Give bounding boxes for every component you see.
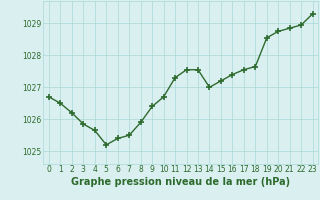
X-axis label: Graphe pression niveau de la mer (hPa): Graphe pression niveau de la mer (hPa) <box>71 177 290 187</box>
